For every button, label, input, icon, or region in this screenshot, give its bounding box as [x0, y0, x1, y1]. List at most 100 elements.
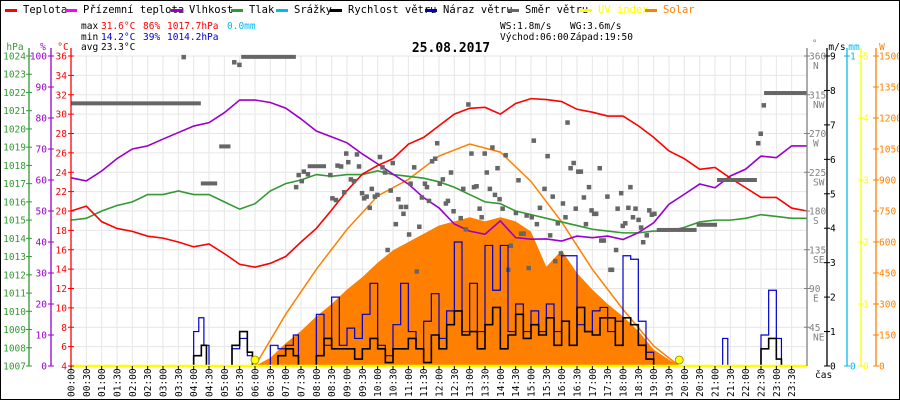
humidity-tick-label: 50 — [36, 207, 48, 218]
wind-direction-point — [403, 204, 409, 210]
stats-max-label: max — [81, 21, 99, 32]
x-tick-label: 09:30 — [358, 368, 369, 397]
humidity-tick-label: 70 — [36, 145, 48, 156]
stats-sunrise: Východ:06:00 — [500, 32, 569, 43]
x-tick-label: 15:30 — [542, 368, 553, 397]
wind-direction-point — [299, 178, 305, 184]
legend-item: Teplota — [5, 4, 67, 16]
solar-tick-label: 1050 — [879, 145, 899, 156]
x-tick-label: 07:00 — [281, 368, 292, 397]
legend-item: Rychlost větru — [330, 4, 437, 16]
temperature-tick-label: 28 — [56, 129, 68, 140]
wind-direction-point — [293, 184, 299, 190]
wind-direction-point — [466, 102, 471, 107]
legend-item: UV index — [580, 4, 649, 16]
solar-theoretical-line — [254, 143, 680, 367]
uv-tick-label: 0 — [863, 362, 869, 373]
rain-tick-label: 0 — [850, 362, 856, 373]
wind-direction-point — [601, 238, 607, 243]
wind-direction-compass-label: SE — [813, 255, 825, 266]
wind_speed-tick-label: 0 — [830, 362, 836, 373]
humidity-tick-label: 40 — [36, 238, 48, 249]
wind-direction-point — [755, 140, 761, 146]
wind-direction-point — [534, 221, 540, 227]
legend-label: Tlak — [249, 4, 275, 16]
wind-direction-point — [573, 206, 578, 211]
legend-item: Tlak — [231, 4, 274, 16]
wind-direction-point — [623, 221, 628, 226]
stats-sunset: Západ:19:50 — [570, 32, 633, 43]
x-tick-label: 07:30 — [297, 368, 308, 397]
wind-direction-run — [200, 181, 218, 186]
x-tick-label: 20:00 — [680, 368, 691, 397]
wind-direction-compass-label: NW — [813, 100, 825, 111]
solar-tick-label: 150 — [879, 331, 896, 342]
wind-direction-point — [593, 211, 599, 217]
wind-gust-line — [71, 241, 807, 367]
wind-direction-point — [422, 181, 428, 186]
temperature-tick-label: 24 — [56, 168, 68, 179]
wind-direction-point — [343, 151, 349, 156]
wind-direction-tick-label: 270 — [809, 129, 826, 140]
legend-label: UV index — [598, 4, 649, 16]
wind-direction-point — [640, 240, 646, 245]
stats-min-pressure: 1014.2hPa — [167, 32, 219, 43]
x-tick-label: 14:30 — [511, 368, 522, 397]
x-tick-label: 02:00 — [128, 368, 139, 397]
pressure-tick-label: 1020 — [3, 124, 26, 135]
wind_speed-tick-label: 5 — [830, 189, 836, 200]
wind-direction-point — [398, 204, 404, 210]
x-tick-label: 23:00 — [772, 368, 783, 397]
x-tick-label: 01:00 — [97, 368, 108, 397]
wind-direction-point — [560, 201, 566, 206]
humidity-tick-label: 80 — [36, 114, 48, 125]
solar-tick-label: 750 — [879, 207, 896, 218]
wind-direction-tick-label: 90 — [809, 284, 821, 295]
wind-direction-point — [609, 267, 615, 273]
x-tick-label: 11:00 — [404, 368, 415, 397]
pressure-tick-label: 1019 — [3, 143, 26, 154]
wind-direction-point — [411, 165, 417, 170]
x-tick-label: 13:00 — [465, 368, 476, 397]
sunrise-marker — [250, 355, 260, 365]
wind-direction-point — [615, 206, 620, 211]
wind-direction-point — [448, 170, 454, 175]
legend-swatch — [65, 8, 77, 12]
temperature-tick-label: 32 — [56, 90, 67, 101]
wind-direction-point — [367, 205, 372, 211]
wind-direction-compass-label: N — [813, 61, 819, 72]
x-tick-label: 05:30 — [235, 368, 246, 397]
stats-max-pressure: 1017.7hPa — [167, 21, 219, 32]
wind-direction-point — [526, 265, 531, 271]
legend-swatch — [5, 8, 17, 12]
wind-direction-point — [558, 251, 564, 256]
wind-direction-point — [335, 163, 340, 168]
humidity-unit-label: % — [40, 42, 46, 53]
wind_speed-tick-label: 8 — [830, 86, 836, 97]
wind-direction-point — [618, 190, 624, 196]
wind-direction-point — [426, 198, 432, 204]
legend-swatch — [645, 8, 657, 12]
wind-direction-point — [390, 160, 395, 166]
wind-direction-point — [372, 194, 378, 199]
x-tick-label: 12:00 — [435, 368, 446, 397]
x-tick-label: 22:00 — [741, 368, 752, 397]
wind-direction-point — [503, 153, 508, 158]
stats-max-humidity: 86% — [143, 21, 161, 32]
x-tick-label: 23:30 — [787, 368, 798, 397]
wind-direction-point — [354, 152, 360, 157]
wind-direction-point — [333, 197, 339, 203]
humidity-tick-label: 20 — [36, 300, 48, 311]
x-tick-label: 16:30 — [573, 368, 584, 397]
wind-direction-point — [346, 159, 351, 165]
wind-direction-point — [388, 188, 393, 193]
wind-direction-point — [636, 217, 641, 223]
wind-direction-point — [599, 238, 604, 243]
wind-direction-point — [474, 184, 479, 189]
temperature-tick-label: 20 — [56, 207, 68, 218]
legend-item: Směr větru — [507, 4, 588, 16]
wind-direction-point — [508, 243, 514, 248]
wind-direction-point — [437, 181, 443, 186]
wind-direction-point — [571, 160, 576, 166]
